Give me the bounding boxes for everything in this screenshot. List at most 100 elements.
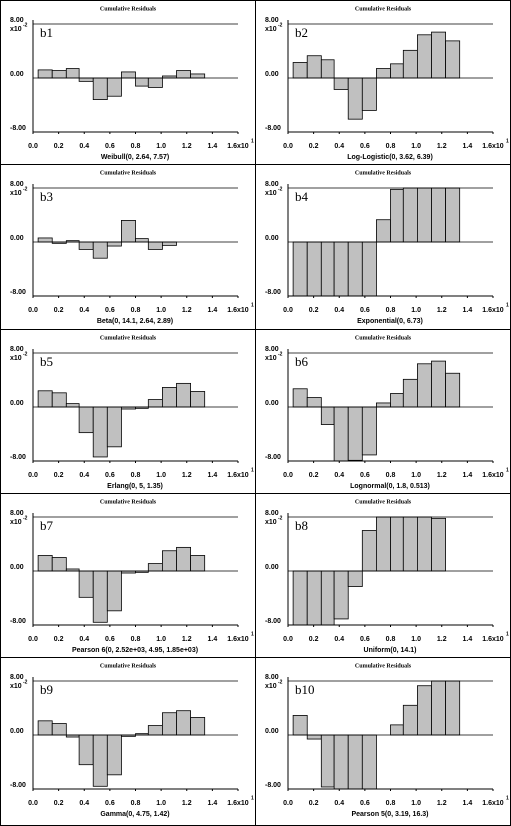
- bar: [106, 570, 122, 612]
- x-tick-label: 0.6: [105, 143, 115, 150]
- bar: [320, 570, 335, 626]
- chart-title: Cumulative Residuals: [100, 663, 157, 669]
- bar: [37, 69, 53, 79]
- bar: [292, 570, 308, 626]
- x-axis-label: Lognormal(0, 1.8, 0.513): [350, 483, 430, 490]
- bar: [361, 734, 377, 790]
- panel-label: b3: [40, 189, 53, 204]
- x-tick-label: 0.4: [334, 472, 344, 479]
- chart-title: Cumulative Residuals: [355, 499, 412, 505]
- y-multiplier: x10: [265, 683, 277, 690]
- y-tick-label: 0.00: [265, 728, 279, 735]
- bar: [51, 557, 67, 572]
- y-tick-label: -8.00: [10, 454, 26, 461]
- x-tick-label: 0.8: [131, 143, 141, 150]
- bar: [121, 71, 136, 79]
- x-tick-label: 0.8: [131, 800, 141, 807]
- y-exponent: -2: [278, 351, 283, 357]
- x-axis-label: Log-Logistic(0, 3.62, 6.39): [347, 154, 433, 161]
- x-tick-label: 0.8: [386, 307, 396, 314]
- bar: [78, 241, 94, 250]
- bar: [306, 570, 322, 626]
- panel: Cumulative Residuals -8.00 0.00 8.00 0.0 0.2 0…: [10, 663, 254, 817]
- x-tick-label: 1.0: [411, 307, 421, 314]
- x-tick-label: 0.6: [360, 143, 370, 150]
- bar: [292, 241, 308, 297]
- bar: [147, 399, 163, 408]
- panel-label: b8: [295, 518, 308, 533]
- bar: [51, 392, 67, 408]
- y-tick-label: 8.00: [265, 510, 279, 517]
- panel-label: b6: [295, 354, 309, 369]
- x-tick-label: 0.0: [28, 636, 38, 643]
- x-tick-label: 1.2: [437, 307, 447, 314]
- bar: [37, 555, 53, 572]
- bar: [190, 73, 206, 79]
- x-tick-label: 0.4: [79, 143, 89, 150]
- y-tick-label: -8.00: [265, 125, 281, 132]
- x-tick-label: 0.6: [360, 307, 370, 314]
- y-exponent: -2: [23, 679, 28, 685]
- x-tick-label: 0.0: [283, 800, 293, 807]
- panel-label: b9: [40, 682, 53, 697]
- x-tick-label: 1.2: [437, 472, 447, 479]
- chart-title: Cumulative Residuals: [100, 499, 157, 505]
- x-tick-label: 0.4: [334, 143, 344, 150]
- bar: [402, 49, 418, 79]
- x-tick-label: 0.0: [28, 143, 38, 150]
- x-tick-label: 1.2: [437, 143, 447, 150]
- bar: [320, 406, 335, 425]
- y-exponent: -2: [278, 515, 283, 521]
- x-axis-label: Weibull(0, 2.64, 7.57): [101, 154, 169, 161]
- x-tick-label: 0.2: [54, 800, 64, 807]
- panel: Cumulative Residuals -8.00 0.00 8.00 0.0 0.2 0…: [265, 170, 509, 324]
- bar: [333, 241, 349, 297]
- x-tick-label: 0.6: [105, 472, 115, 479]
- bar: [376, 516, 391, 572]
- x-tick-label: 0.8: [386, 636, 396, 643]
- bar: [320, 241, 335, 297]
- x-tick-label: 1.4: [208, 636, 218, 643]
- y-tick-label: 0.00: [10, 564, 24, 571]
- bar: [190, 555, 206, 572]
- bar: [78, 77, 94, 82]
- x-exponent: 1: [251, 302, 254, 308]
- y-tick-label: 8.00: [265, 181, 279, 188]
- y-tick-label: 0.00: [265, 400, 279, 407]
- y-multiplier: x10: [265, 190, 277, 197]
- y-tick-label: 8.00: [265, 674, 279, 681]
- bar: [390, 393, 404, 408]
- bar: [37, 390, 53, 408]
- bar: [92, 77, 108, 101]
- bar: [51, 723, 67, 736]
- x-tick-label: 1.0: [156, 636, 166, 643]
- x-tick-label: 0.4: [79, 636, 89, 643]
- y-tick-label: 0.00: [265, 71, 279, 78]
- bar: [176, 710, 191, 736]
- bar: [306, 397, 322, 408]
- x-axis-label: Pearson 6(0, 2.52e+03, 4.95, 1.85e+03): [72, 647, 198, 654]
- x-tick-label: 0.4: [79, 472, 89, 479]
- x-tick-label: 1.4: [463, 472, 473, 479]
- chart-title: Cumulative Residuals: [100, 335, 157, 341]
- bar: [347, 77, 363, 120]
- bar: [431, 31, 446, 79]
- x-tick-label: 1.4: [208, 143, 218, 150]
- bar: [333, 734, 349, 790]
- bar: [320, 734, 335, 788]
- chart-title: Cumulative Residuals: [355, 335, 412, 341]
- x-tick-label: 0.2: [54, 307, 64, 314]
- bar: [347, 734, 363, 790]
- y-multiplier: x10: [265, 355, 277, 362]
- bar: [147, 241, 163, 250]
- bar: [431, 517, 446, 572]
- bar: [162, 550, 177, 572]
- x-tick-label: 1.6x10: [227, 800, 249, 807]
- x-axis-label: Pearson 5(0, 3.19, 16.3): [351, 811, 428, 818]
- x-tick-label: 1.6x10: [482, 143, 504, 150]
- bar: [65, 68, 80, 79]
- bar: [78, 570, 94, 598]
- x-tick-label: 1.0: [411, 143, 421, 150]
- bar: [106, 406, 122, 448]
- x-axis-label: Gamma(0, 4.75, 1.42): [100, 811, 169, 818]
